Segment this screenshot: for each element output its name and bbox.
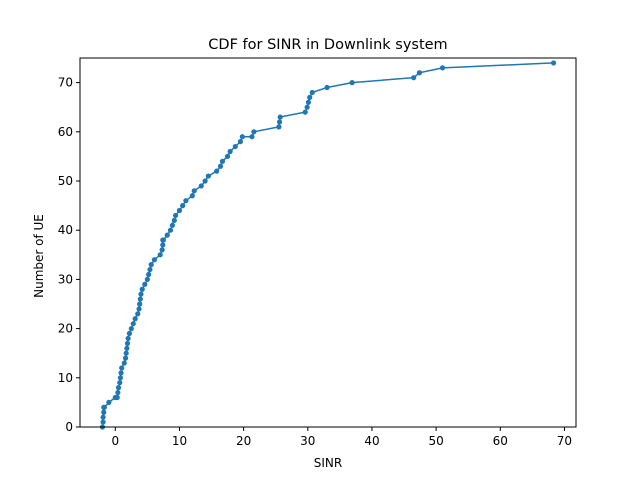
plot-area: [99, 60, 557, 430]
data-point: [224, 153, 231, 159]
x-tick-label: 50: [428, 434, 443, 448]
data-point: [132, 316, 138, 322]
data-point: [115, 389, 121, 396]
data-point: [121, 360, 127, 366]
data-point: [227, 148, 233, 155]
data-point: [117, 380, 123, 386]
data-point: [139, 286, 145, 292]
axis-ticks: 0 10 20 30 40 50 60 70 0 10 20 30 40 50 60 70: [58, 76, 572, 448]
data-point: [144, 276, 150, 282]
data-point: [276, 119, 283, 125]
data-point: [136, 306, 142, 312]
y-tick-label: 20: [58, 322, 73, 336]
data-point: [309, 89, 315, 96]
data-point: [416, 70, 423, 76]
data-point: [349, 80, 355, 86]
data-point: [324, 84, 330, 91]
data-point: [124, 340, 131, 346]
data-point: [101, 409, 107, 415]
x-tick-label: 60: [493, 434, 508, 448]
x-tick-label: 20: [236, 434, 251, 448]
data-point: [117, 375, 124, 381]
data-point: [411, 75, 417, 81]
x-tick-label: 10: [172, 434, 187, 448]
x-tick-label: 0: [111, 434, 119, 448]
data-point: [100, 414, 106, 420]
data-point: [249, 134, 255, 140]
x-axis-label: SINR: [314, 456, 342, 470]
data-point: [189, 193, 195, 199]
chart-title: CDF for SINR in Downlink system: [208, 37, 447, 53]
x-tick-label: 70: [557, 434, 572, 448]
data-point: [191, 188, 197, 194]
y-tick-label: 60: [58, 125, 73, 139]
data-point: [123, 350, 129, 356]
data-point: [305, 99, 312, 105]
data-point: [439, 65, 446, 71]
data-point: [160, 242, 166, 248]
data-point: [160, 237, 167, 243]
data-point: [106, 399, 112, 405]
data-point: [304, 104, 310, 110]
data-point: [171, 217, 177, 223]
data-point: [135, 311, 141, 317]
data-point: [157, 252, 163, 258]
data-point: [122, 355, 129, 361]
data-point: [119, 365, 125, 371]
data-point: [101, 404, 107, 410]
data-point: [146, 271, 152, 278]
data-point: [114, 394, 120, 401]
data-point: [137, 301, 143, 307]
data-point: [138, 291, 144, 297]
data-point: [128, 326, 134, 332]
data-point: [232, 143, 238, 150]
data-point: [276, 124, 282, 130]
data-point: [251, 129, 257, 135]
y-tick-label: 50: [58, 174, 73, 188]
data-point: [202, 178, 208, 184]
data-point: [550, 60, 557, 66]
data-point: [277, 114, 283, 120]
data-point: [159, 247, 165, 253]
data-point: [148, 262, 154, 268]
data-point: [205, 173, 211, 179]
data-point: [118, 370, 124, 376]
data-point: [137, 296, 143, 302]
data-point: [115, 385, 122, 391]
data-point: [147, 266, 153, 273]
y-tick-label: 30: [58, 272, 73, 286]
data-point: [302, 109, 308, 115]
data-point: [214, 168, 220, 174]
data-point: [130, 321, 136, 327]
x-tick-label: 30: [300, 434, 315, 448]
series-line: [101, 62, 554, 428]
data-point: [237, 139, 244, 145]
data-point: [164, 232, 170, 238]
data-point: [239, 134, 245, 140]
x-tick-label: 40: [364, 434, 379, 448]
data-point: [198, 183, 204, 189]
data-point: [167, 227, 174, 233]
data-point: [217, 163, 224, 169]
y-tick-label: 0: [65, 420, 73, 434]
data-point: [219, 158, 226, 164]
data-point: [142, 281, 148, 287]
y-axis-label: Number of UE: [32, 214, 46, 298]
y-tick-label: 10: [58, 371, 73, 385]
data-point: [126, 330, 133, 337]
data-point: [151, 257, 158, 263]
data-point: [307, 94, 313, 100]
data-point: [100, 419, 106, 425]
data-point: [180, 203, 186, 209]
data-point: [176, 207, 183, 214]
data-point: [124, 345, 130, 351]
plot-frame: [79, 57, 577, 428]
data-point: [173, 212, 179, 219]
y-tick-label: 40: [58, 223, 73, 237]
data-point: [183, 198, 189, 204]
data-point: [169, 222, 175, 228]
y-tick-label: 70: [58, 76, 73, 90]
data-point: [125, 335, 131, 342]
